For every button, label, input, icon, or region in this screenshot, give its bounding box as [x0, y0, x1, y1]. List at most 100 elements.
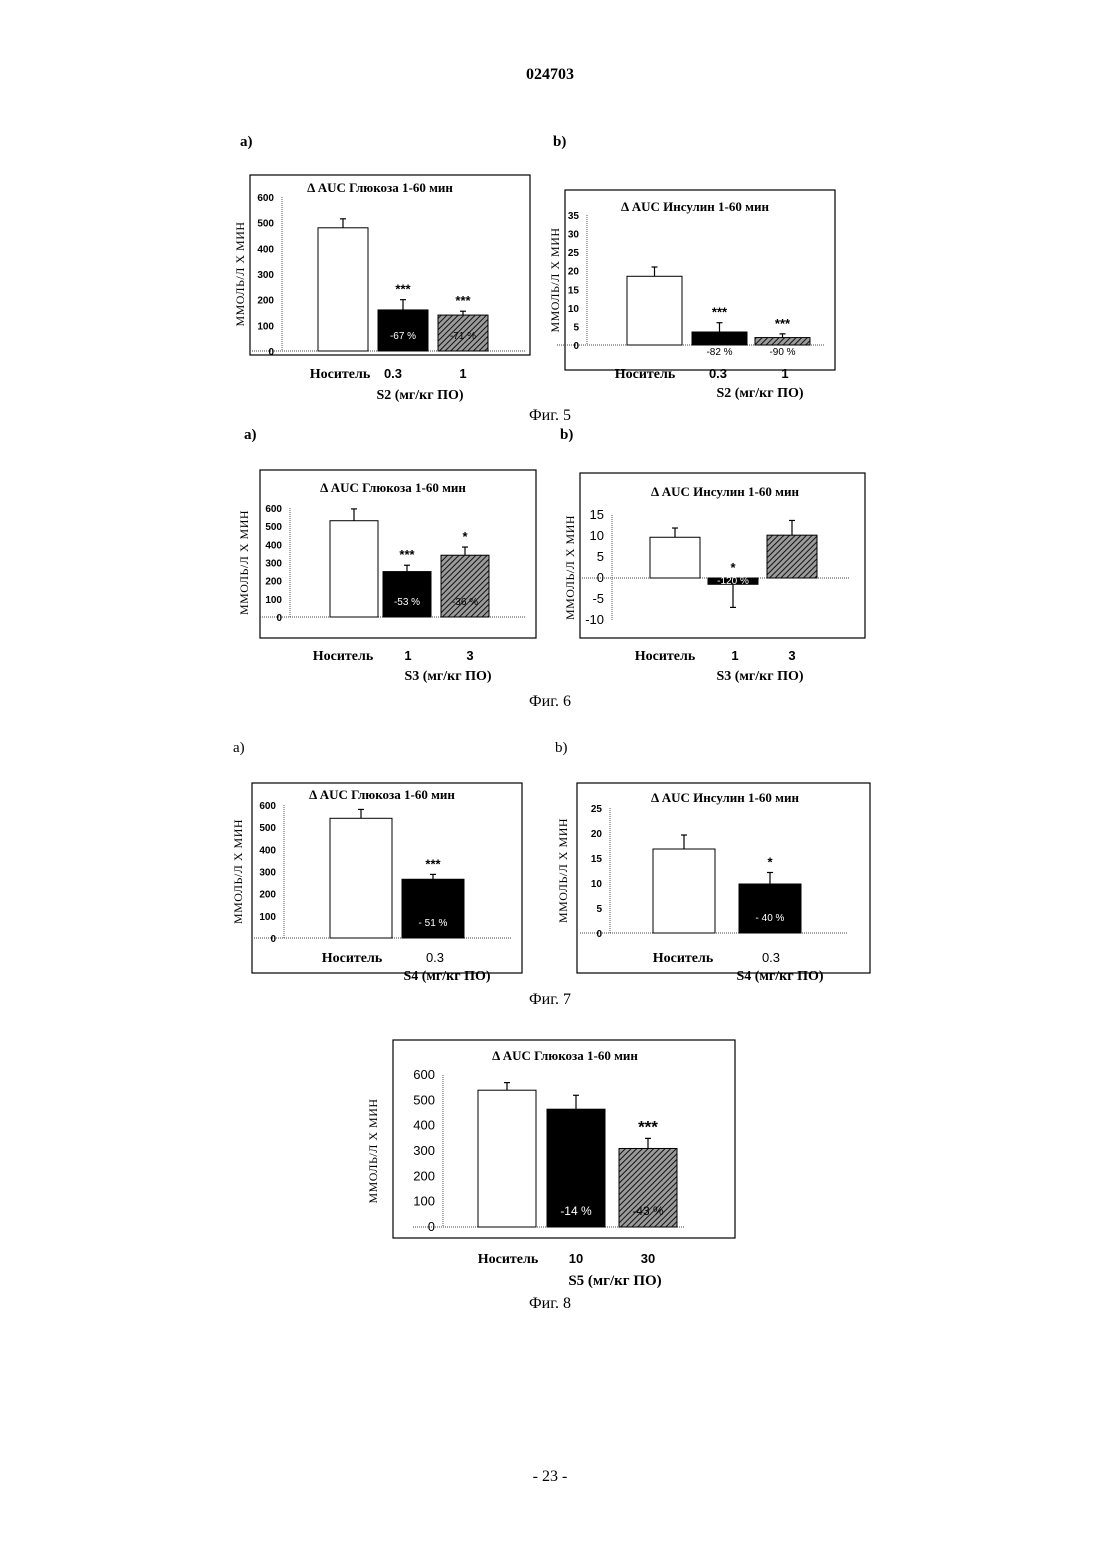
plot-frame — [577, 783, 870, 973]
y-tick-label: 200 — [413, 1168, 435, 1183]
y-tick-label: 600 — [265, 504, 282, 515]
x-axis-group-label: S2 (мг/кг ПО) — [716, 386, 803, 401]
chart-fig5-insulin: Δ AUC Инсулин 1-60 минММОЛЬ/Л Х МИН05101… — [545, 175, 865, 405]
figure-caption: Фиг. 5 — [450, 407, 650, 425]
y-tick-label: 100 — [257, 321, 274, 332]
y-axis-label: ММОЛЬ/Л Х МИН — [231, 819, 245, 924]
significance-label: *** — [775, 316, 791, 331]
x-category-label: 1 — [459, 366, 466, 381]
x-category-label: 1 — [781, 366, 788, 381]
x-category-label: 30 — [641, 1251, 655, 1266]
y-tick-label: 500 — [265, 522, 282, 533]
significance-label: * — [462, 529, 468, 544]
panel-label-b: b) — [560, 427, 573, 444]
y-axis-label: ММОЛЬ/Л Х МИН — [237, 510, 251, 615]
x-category-label: 1 — [404, 648, 411, 663]
significance-label: *** — [712, 305, 728, 320]
y-tick-label: 15 — [568, 285, 580, 296]
bar — [330, 521, 378, 617]
x-category-label: 1 — [731, 648, 738, 663]
y-tick-label: 5 — [597, 549, 604, 564]
x-category-label: Носитель — [310, 367, 371, 382]
y-tick-label: 100 — [259, 912, 276, 923]
chart-title: Δ AUC Инсулин 1-60 мин — [621, 199, 769, 214]
panel-label-b: b) — [553, 134, 566, 151]
y-tick-label: 25 — [568, 248, 580, 259]
y-tick-label: 300 — [413, 1143, 435, 1158]
figure-caption: Фиг. 7 — [450, 991, 650, 1009]
bar — [383, 572, 431, 617]
percent-change-label: -53 % — [394, 597, 420, 608]
y-tick-label: 400 — [265, 540, 282, 551]
panel-label-a: a) — [233, 740, 245, 757]
significance-label: * — [730, 560, 736, 575]
percent-change-label: -120 % — [717, 576, 749, 587]
chart-fig6-glucose: Δ AUC Глюкоза 1-60 мин ММОЛЬ/Л Х МИН 0 100 2… — [238, 470, 548, 690]
chart-fig7-insulin: Δ AUC Инсулин 1-60 минММОЛЬ/Л Х МИН05101… — [555, 775, 875, 990]
page-number: - 23 - — [0, 1468, 1100, 1486]
chart-title: Δ AUC Инсулин 1-60 мин — [651, 484, 799, 499]
percent-change-label: -36 % — [452, 597, 478, 608]
y-tick-label: 200 — [259, 890, 276, 901]
y-tick-label: 10 — [568, 304, 580, 315]
x-category-label: Носитель — [653, 951, 714, 966]
x-axis-group-label: S4 (мг/кг ПО) — [403, 969, 490, 984]
y-tick-label: 15 — [591, 854, 603, 865]
percent-change-label: -90 % — [769, 347, 795, 358]
percent-change-label: -67 % — [390, 331, 416, 342]
y-tick-label: 0 — [270, 934, 276, 945]
significance-label: *** — [395, 282, 411, 297]
y-tick-label: 0 — [597, 570, 604, 585]
y-tick-label: 30 — [568, 230, 580, 241]
y-axis-label: ММОЛЬ/Л Х МИН — [233, 221, 247, 326]
figure-caption: Фиг. 8 — [450, 1295, 650, 1313]
y-tick-label: 600 — [257, 193, 274, 204]
y-tick-label: 200 — [257, 296, 274, 307]
panel-label-a: a) — [240, 134, 253, 151]
y-tick-label: 600 — [413, 1067, 435, 1082]
x-axis-group-label: S2 (мг/кг ПО) — [376, 388, 463, 403]
x-category-label: Носитель — [478, 1252, 539, 1267]
bar — [650, 537, 700, 578]
bar — [653, 849, 715, 933]
x-category-label: 3 — [466, 648, 473, 663]
y-tick-label: 0 — [276, 613, 282, 624]
y-axis-label: ММОЛЬ/Л Х МИН — [556, 818, 570, 923]
y-tick-label: 15 — [590, 507, 604, 522]
x-category-label: 0.3 — [384, 366, 402, 381]
y-tick-label: -5 — [592, 591, 604, 606]
y-tick-label: 0 — [428, 1219, 435, 1234]
x-category-label: 0.3 — [762, 950, 780, 965]
x-category-label: 0.3 — [709, 366, 727, 381]
x-category-label: 3 — [788, 648, 795, 663]
y-tick-label: 10 — [591, 879, 603, 890]
figure-caption: Фиг. 6 — [450, 693, 650, 711]
percent-change-label: -71 % — [450, 331, 476, 342]
bar — [330, 818, 392, 938]
x-category-label: Носитель — [322, 951, 383, 966]
significance-label: *** — [399, 547, 415, 562]
y-tick-label: 500 — [257, 219, 274, 230]
y-tick-label: 100 — [413, 1194, 435, 1209]
document-number: 024703 — [0, 66, 1100, 84]
bar — [318, 228, 368, 351]
x-category-label: 0.3 — [426, 950, 444, 965]
x-category-label: 10 — [569, 1251, 583, 1266]
chart-title: Δ AUC Глюкоза 1-60 мин — [320, 480, 466, 495]
significance-label: *** — [425, 856, 441, 871]
y-tick-label: 10 — [590, 528, 604, 543]
bar — [739, 884, 801, 933]
panel-label-b: b) — [555, 740, 568, 757]
y-tick-label: 400 — [259, 845, 276, 856]
y-tick-label: -10 — [585, 612, 604, 627]
chart-fig5-glucose: Δ AUC Глюкоза 1-60 минММОЛЬ/Л Х МИН01002… — [230, 175, 540, 405]
x-axis-group-label: S5 (мг/кг ПО) — [568, 1273, 661, 1289]
chart-title: Δ AUC Глюкоза 1-60 мин — [309, 787, 455, 802]
y-tick-label: 100 — [265, 595, 282, 606]
y-tick-label: 600 — [259, 801, 276, 812]
y-tick-label: 300 — [257, 270, 274, 281]
y-tick-label: 200 — [265, 577, 282, 588]
chart-title: Δ AUC Инсулин 1-60 мин — [651, 790, 799, 805]
percent-change-label: - 40 % — [756, 913, 785, 924]
y-tick-label: 35 — [568, 211, 580, 222]
